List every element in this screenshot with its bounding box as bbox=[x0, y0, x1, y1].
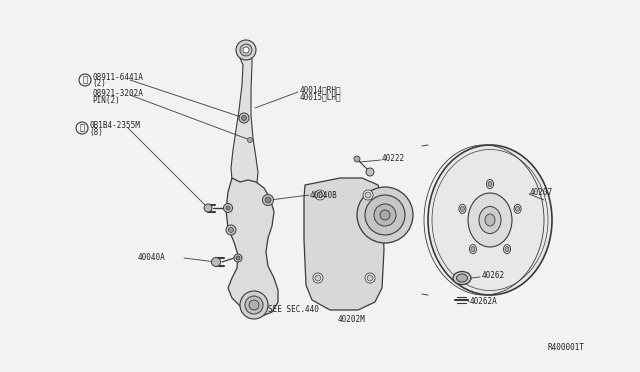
Circle shape bbox=[240, 291, 268, 319]
Ellipse shape bbox=[456, 274, 467, 282]
Text: 40207: 40207 bbox=[530, 187, 553, 196]
Text: PIN(2): PIN(2) bbox=[92, 96, 120, 105]
Ellipse shape bbox=[514, 204, 521, 214]
Circle shape bbox=[365, 192, 371, 198]
Ellipse shape bbox=[505, 247, 509, 251]
Text: (8): (8) bbox=[89, 128, 103, 137]
Circle shape bbox=[226, 225, 236, 235]
Circle shape bbox=[226, 206, 230, 210]
Circle shape bbox=[265, 197, 271, 203]
Circle shape bbox=[239, 113, 249, 123]
Circle shape bbox=[262, 195, 273, 205]
Text: R400001T: R400001T bbox=[548, 343, 585, 353]
Polygon shape bbox=[231, 58, 258, 192]
Ellipse shape bbox=[485, 214, 495, 226]
Text: 40262: 40262 bbox=[482, 270, 505, 279]
Text: 40015〈LH〉: 40015〈LH〉 bbox=[300, 93, 342, 102]
Circle shape bbox=[241, 115, 246, 121]
Circle shape bbox=[236, 256, 240, 260]
Circle shape bbox=[248, 138, 253, 142]
Ellipse shape bbox=[479, 206, 501, 234]
Text: 40262A: 40262A bbox=[470, 298, 498, 307]
Ellipse shape bbox=[453, 272, 471, 285]
Ellipse shape bbox=[470, 245, 476, 254]
Circle shape bbox=[243, 47, 249, 53]
Ellipse shape bbox=[516, 206, 520, 211]
Ellipse shape bbox=[471, 247, 475, 251]
Text: 08921-3202A: 08921-3202A bbox=[92, 89, 143, 97]
Text: 40222: 40222 bbox=[382, 154, 405, 163]
Polygon shape bbox=[226, 178, 278, 316]
Circle shape bbox=[315, 275, 321, 281]
Circle shape bbox=[380, 210, 390, 220]
Ellipse shape bbox=[468, 193, 512, 247]
Circle shape bbox=[366, 168, 374, 176]
Text: 40040A: 40040A bbox=[138, 253, 166, 263]
Polygon shape bbox=[304, 178, 384, 310]
Text: Ⓝ: Ⓝ bbox=[83, 76, 88, 84]
Circle shape bbox=[354, 156, 360, 162]
Circle shape bbox=[365, 273, 375, 283]
Circle shape bbox=[211, 257, 221, 266]
Ellipse shape bbox=[428, 145, 552, 295]
Circle shape bbox=[234, 254, 242, 262]
Ellipse shape bbox=[488, 182, 492, 186]
Circle shape bbox=[249, 300, 259, 310]
Circle shape bbox=[228, 228, 234, 232]
Circle shape bbox=[363, 190, 373, 200]
Text: SEE SEC.440: SEE SEC.440 bbox=[268, 305, 319, 314]
Circle shape bbox=[236, 40, 256, 60]
Circle shape bbox=[367, 275, 373, 281]
Circle shape bbox=[223, 203, 232, 212]
Ellipse shape bbox=[486, 180, 493, 189]
Circle shape bbox=[245, 296, 263, 314]
Circle shape bbox=[357, 187, 413, 243]
Text: 0B1B4-2355M: 0B1B4-2355M bbox=[89, 121, 140, 129]
Circle shape bbox=[204, 204, 212, 212]
Text: 08911-6441A: 08911-6441A bbox=[92, 73, 143, 81]
Circle shape bbox=[79, 74, 91, 86]
Circle shape bbox=[315, 190, 325, 200]
Ellipse shape bbox=[459, 204, 466, 214]
Circle shape bbox=[76, 122, 88, 134]
Text: 40040B: 40040B bbox=[310, 190, 338, 199]
Text: (2): (2) bbox=[92, 78, 106, 87]
Ellipse shape bbox=[460, 206, 465, 211]
Circle shape bbox=[240, 44, 252, 56]
Ellipse shape bbox=[504, 245, 511, 254]
Text: Ⓑ: Ⓑ bbox=[79, 124, 84, 132]
Text: 40202M: 40202M bbox=[338, 315, 365, 324]
Circle shape bbox=[365, 195, 405, 235]
Circle shape bbox=[317, 192, 323, 198]
Circle shape bbox=[313, 273, 323, 283]
Circle shape bbox=[374, 204, 396, 226]
Text: 40014〈RH〉: 40014〈RH〉 bbox=[300, 86, 342, 94]
